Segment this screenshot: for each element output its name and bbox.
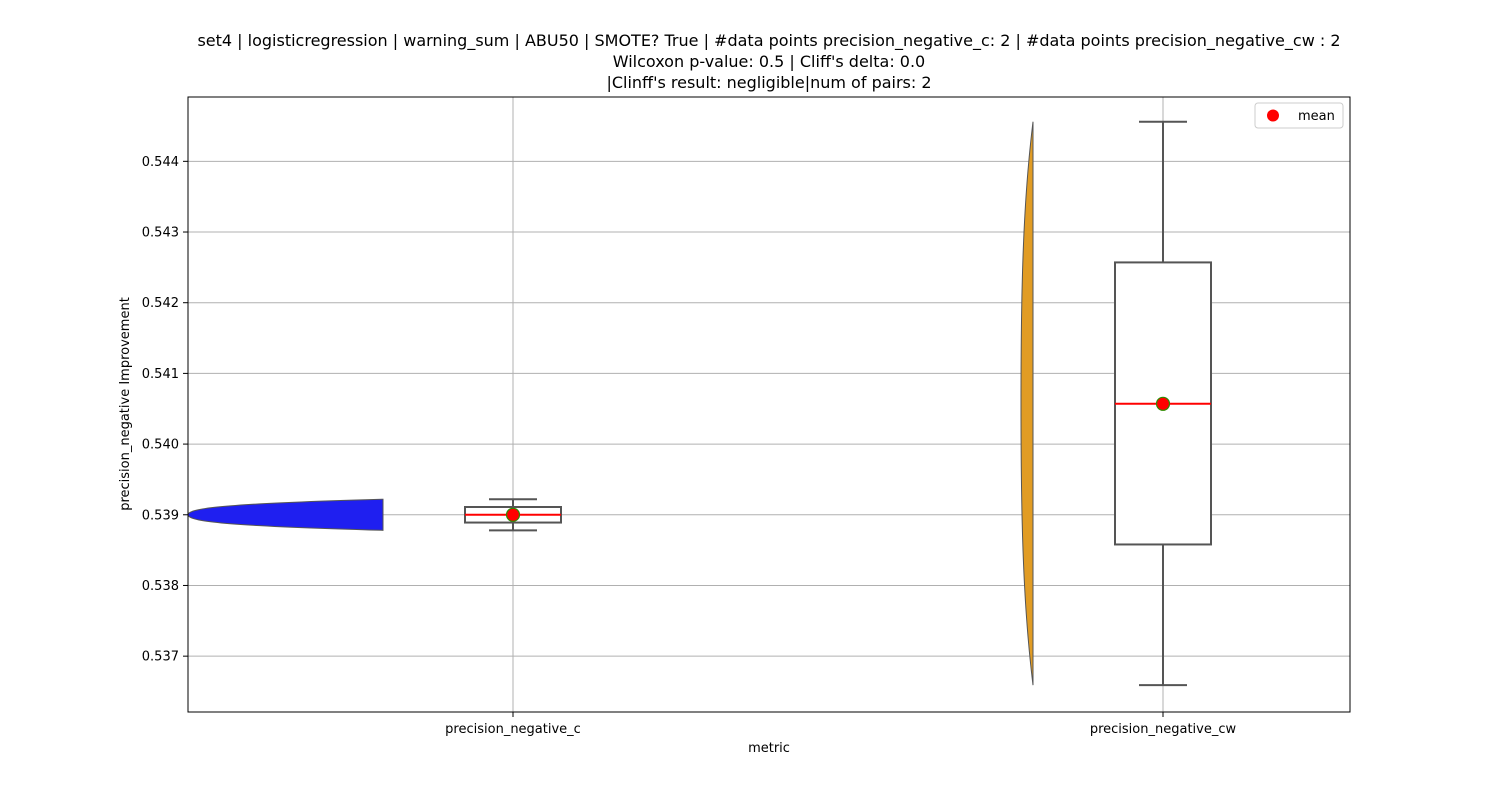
y-tick-label: 0.544 xyxy=(142,155,179,170)
mean-marker xyxy=(505,507,521,522)
legend-mean-marker xyxy=(1267,109,1279,122)
y-axis-label: precision_negative Improvement xyxy=(118,297,133,511)
axes-frame xyxy=(187,96,1351,713)
violin-precision_negative_cw xyxy=(1020,121,1034,686)
x-axis-ticks: precision_negative_c precision_negative_c… xyxy=(445,712,1237,737)
boxplot-precision_negative_cw xyxy=(1114,120,1212,687)
y-tick-label: 0.537 xyxy=(142,650,179,665)
y-tick-label: 0.542 xyxy=(142,296,179,311)
y-tick-label: 0.540 xyxy=(142,438,179,453)
boxplot-precision_negative_c xyxy=(464,498,562,532)
y-tick-label: 0.543 xyxy=(142,226,179,241)
chart-title-line-2: Wilcoxon p-value: 0.5 | Cliff's delta: 0… xyxy=(613,52,925,71)
x-tick-label: precision_negative_cw xyxy=(1090,722,1237,737)
legend: mean xyxy=(1254,102,1344,129)
y-tick-label: 0.539 xyxy=(142,508,179,523)
chart-title-line-3: |Clinff's result: negligible|num of pair… xyxy=(606,73,931,92)
y-tick-label: 0.538 xyxy=(142,579,179,594)
violins xyxy=(187,121,1034,686)
legend-mean-label: mean xyxy=(1298,109,1335,124)
x-tick-label: precision_negative_c xyxy=(445,722,581,737)
chart-title-line-1: set4 | logisticregression | warning_sum … xyxy=(197,31,1340,51)
y-axis-ticks: 0.537 0.538 0.539 0.540 0.541 0.542 0.543 0.544 xyxy=(142,155,188,665)
y-tick-label: 0.541 xyxy=(142,367,179,382)
legend-box xyxy=(1254,102,1344,129)
x-axis-label: metric xyxy=(748,741,790,756)
boxplots xyxy=(464,120,1212,687)
mean-marker xyxy=(1155,396,1171,411)
